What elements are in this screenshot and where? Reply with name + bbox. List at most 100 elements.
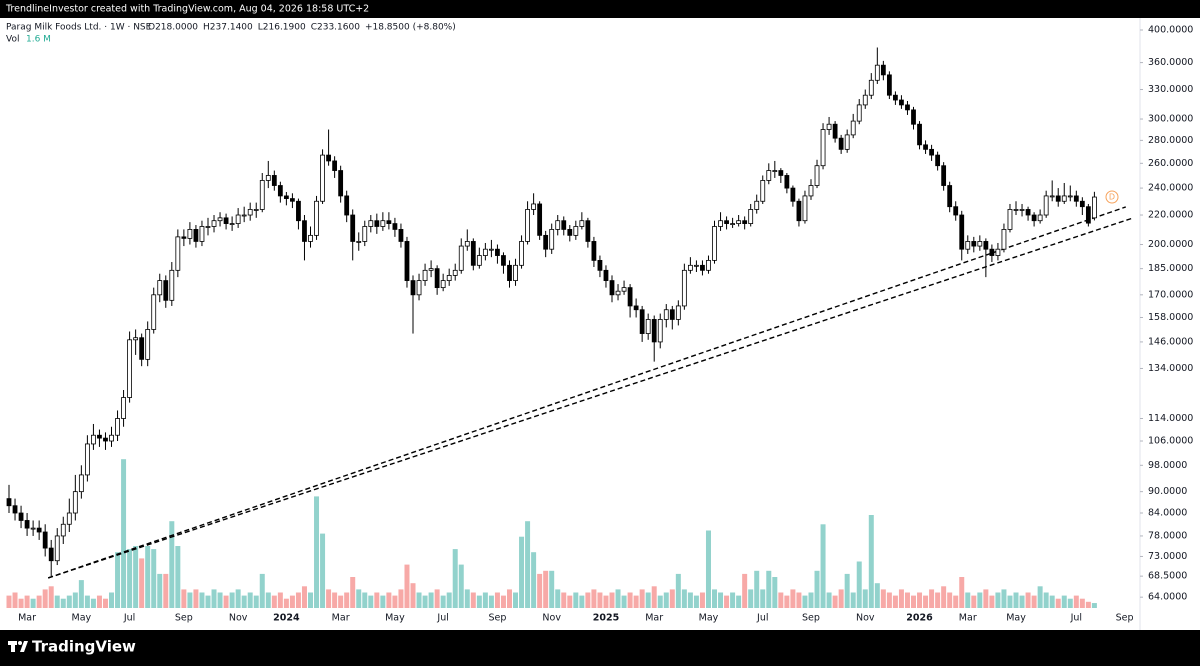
- volume-bar: [127, 549, 133, 608]
- volume-bar: [24, 595, 30, 608]
- volume-bar: [597, 592, 603, 608]
- dividend-marker-label[interactable]: D: [1109, 193, 1115, 202]
- x-tick-label: May: [72, 613, 92, 624]
- candle-body: [362, 226, 368, 242]
- volume-bar: [259, 573, 265, 608]
- symbol: Parag Milk Foods Ltd. · 1W · NSE: [6, 23, 152, 33]
- dividend-marker[interactable]: [1105, 190, 1119, 204]
- candle-body: [633, 305, 639, 311]
- volume-bar: [844, 573, 850, 608]
- candle-body: [995, 248, 1001, 256]
- candle-body: [338, 170, 344, 197]
- volume-bar: [687, 592, 693, 608]
- candle-body: [223, 217, 229, 224]
- volume-bar: [211, 589, 217, 608]
- candle-body: [127, 339, 132, 398]
- candle-body: [965, 241, 971, 250]
- volume-bar: [1007, 595, 1013, 608]
- volume-bar: [54, 595, 60, 608]
- volume-bar: [6, 595, 12, 608]
- volume-bar: [356, 589, 362, 608]
- volume-bar: [1037, 586, 1043, 608]
- y-tick-label: 114.0000: [1148, 413, 1193, 424]
- volume-bar: [657, 595, 663, 608]
- candle-body: [187, 229, 193, 239]
- volume-bar: [585, 592, 591, 608]
- candle-body: [694, 264, 699, 267]
- volume-bar: [754, 570, 760, 608]
- volume-bar: [639, 589, 645, 608]
- y-tick-label: 300.0000: [1148, 114, 1193, 125]
- volume-bar: [573, 592, 579, 608]
- volume-bar: [712, 589, 718, 608]
- candle-body: [1061, 195, 1067, 202]
- volume-bar: [935, 592, 941, 608]
- volume-bar: [440, 595, 446, 608]
- candle-body: [657, 319, 663, 343]
- volume-bar: [506, 589, 512, 608]
- volume-bar: [663, 592, 669, 608]
- logo: [8, 641, 28, 652]
- header-ohlc: H237.1400: [203, 23, 253, 33]
- candle-body: [591, 241, 597, 261]
- candle-body: [72, 491, 78, 514]
- volume-bar: [555, 589, 561, 608]
- volume-bar: [416, 592, 422, 608]
- volume-bar: [814, 570, 820, 608]
- candle-body: [97, 434, 102, 439]
- volume-bar: [615, 589, 621, 608]
- volume-bar: [428, 592, 434, 608]
- volume-bar: [519, 536, 525, 608]
- candle-body: [790, 187, 796, 202]
- candle-body: [296, 200, 301, 222]
- candle-body: [302, 220, 307, 242]
- volume-bar: [223, 595, 229, 608]
- candle-body: [609, 280, 615, 296]
- volume-bar: [579, 595, 585, 608]
- volume-bar: [446, 592, 452, 608]
- candle-body: [621, 287, 627, 292]
- candle-body: [290, 198, 295, 202]
- volume-bar: [1019, 595, 1025, 608]
- candle-body: [639, 309, 645, 334]
- volume-bar: [820, 524, 826, 608]
- volume-bar: [1031, 595, 1037, 608]
- candle-body: [1092, 196, 1097, 219]
- volume-bar: [42, 589, 48, 608]
- volume-bar: [748, 589, 754, 608]
- candle-body: [320, 154, 325, 202]
- candle-body: [555, 220, 561, 230]
- volume-bar: [609, 592, 615, 608]
- volume-bar: [929, 589, 935, 608]
- candle-body: [440, 280, 446, 289]
- volume-bar: [247, 592, 253, 608]
- volume-bar: [84, 595, 90, 608]
- candle-body: [959, 214, 965, 250]
- candle-body: [911, 109, 916, 125]
- y-tick-label: 170.0000: [1148, 289, 1193, 300]
- candle-body: [844, 134, 850, 150]
- volume-bar: [531, 552, 537, 608]
- volume-bar: [30, 598, 36, 608]
- volume-bar: [567, 595, 573, 608]
- candle-body: [247, 209, 253, 216]
- volume-bar: [470, 592, 476, 608]
- candle-body: [145, 329, 151, 360]
- chart-background: [0, 18, 1200, 630]
- x-tick-label: Jul: [756, 613, 768, 624]
- volume-bar: [386, 592, 392, 608]
- candle-body: [1085, 206, 1091, 224]
- candle-body: [820, 129, 826, 167]
- volume-bar: [1079, 598, 1085, 608]
- candle-body: [573, 226, 579, 236]
- volume-bar: [289, 595, 295, 608]
- volume-bar: [308, 592, 313, 608]
- candle-body: [772, 170, 778, 172]
- candle-body: [464, 241, 470, 247]
- candle-body: [712, 226, 717, 261]
- trendline: [47, 206, 1126, 579]
- candle-body: [579, 220, 585, 227]
- candle-body: [519, 241, 524, 266]
- candle-body: [814, 165, 820, 186]
- volume-bar: [784, 595, 790, 608]
